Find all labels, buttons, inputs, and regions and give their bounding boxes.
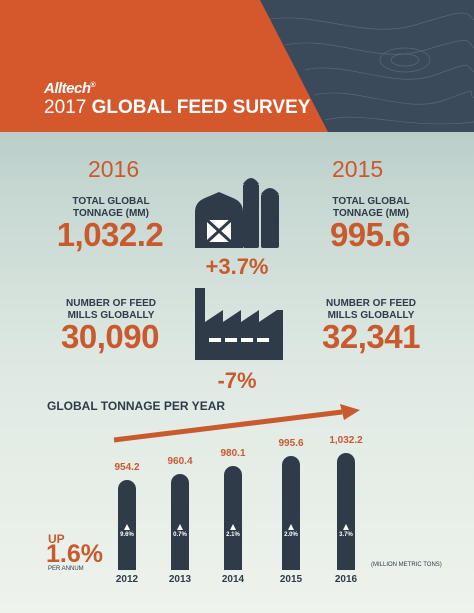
year-2015-heading: 2015 bbox=[332, 156, 384, 182]
mills-value-2016: 30,090 bbox=[61, 318, 159, 355]
topographic-pattern bbox=[264, 12, 474, 125]
tonnage-bar-2013 bbox=[171, 474, 189, 570]
bar-up-arrow-icon bbox=[343, 524, 349, 530]
mills-label-left: NUMBER OF FEED MILLS GLOBALLY bbox=[66, 298, 156, 321]
barn-silo-icon bbox=[195, 178, 279, 248]
mills-value-2015: 32,341 bbox=[322, 318, 420, 355]
mills-label-right: NUMBER OF FEED MILLS GLOBALLY bbox=[326, 298, 416, 321]
survey-year: 2017 bbox=[44, 97, 87, 118]
bar-year-2015: 2015 bbox=[279, 574, 303, 585]
bar-year-2014: 2014 bbox=[221, 574, 245, 585]
bar-value-2014: 980.1 bbox=[220, 448, 246, 459]
survey-name: GLOBAL FEED SURVEY bbox=[91, 97, 311, 118]
units-label: (MILLION METRIC TONS) bbox=[371, 562, 442, 568]
bar-year-2016: 2016 bbox=[334, 574, 358, 585]
tonnage-bar-2014 bbox=[224, 466, 242, 570]
tonnage-value-2015: 995.6 bbox=[329, 216, 411, 253]
mills-change: -7% bbox=[217, 368, 257, 393]
tonnage-label-right: TOTAL GLOBAL TONNAGE (MM) bbox=[332, 196, 410, 219]
up-label: UP bbox=[48, 532, 65, 546]
tonnage-label-left: TOTAL GLOBAL TONNAGE (MM) bbox=[72, 196, 150, 219]
bar-growth-2012: 9.6% bbox=[120, 532, 134, 538]
bar-up-arrow-icon bbox=[124, 524, 130, 530]
tonnage-change: +3.7% bbox=[205, 254, 269, 279]
bar-year-2012: 2012 bbox=[115, 574, 139, 585]
alltech-logo: Alltech® bbox=[44, 80, 96, 97]
tonnage-value-2016: 1,032.2 bbox=[56, 216, 164, 253]
chart-title: GLOBAL TONNAGE PER YEAR bbox=[47, 399, 226, 413]
bar-growth-2014: 2.1% bbox=[226, 532, 240, 538]
bar-value-2013: 960.4 bbox=[167, 456, 193, 467]
annual-growth-value: 1.6% bbox=[46, 540, 103, 568]
factory-icon bbox=[195, 288, 283, 360]
year-2016-heading: 2016 bbox=[88, 156, 140, 182]
bar-value-2015: 995.6 bbox=[278, 438, 304, 449]
bar-growth-2015: 2.0% bbox=[284, 532, 298, 538]
logo-registered-mark: ® bbox=[90, 82, 96, 89]
bar-up-arrow-icon bbox=[230, 524, 236, 530]
bar-year-2013: 2013 bbox=[168, 574, 192, 585]
bar-up-arrow-icon bbox=[177, 524, 183, 530]
tonnage-bar-2016 bbox=[337, 453, 355, 570]
per-annum-label: PER ANNUM bbox=[48, 566, 84, 572]
bar-growth-2013: 0.7% bbox=[173, 532, 187, 538]
bar-growth-2016: 3.7% bbox=[339, 532, 353, 538]
growth-arrow bbox=[113, 404, 360, 443]
bar-up-arrow-icon bbox=[288, 524, 294, 530]
bar-value-2016: 1,032.2 bbox=[329, 435, 363, 446]
tonnage-bar-2015 bbox=[282, 456, 300, 570]
bar-value-2012: 954.2 bbox=[114, 462, 140, 473]
logo-text: Alltech bbox=[44, 80, 91, 97]
survey-title: 2017 GLOBAL FEED SURVEY bbox=[44, 97, 310, 119]
